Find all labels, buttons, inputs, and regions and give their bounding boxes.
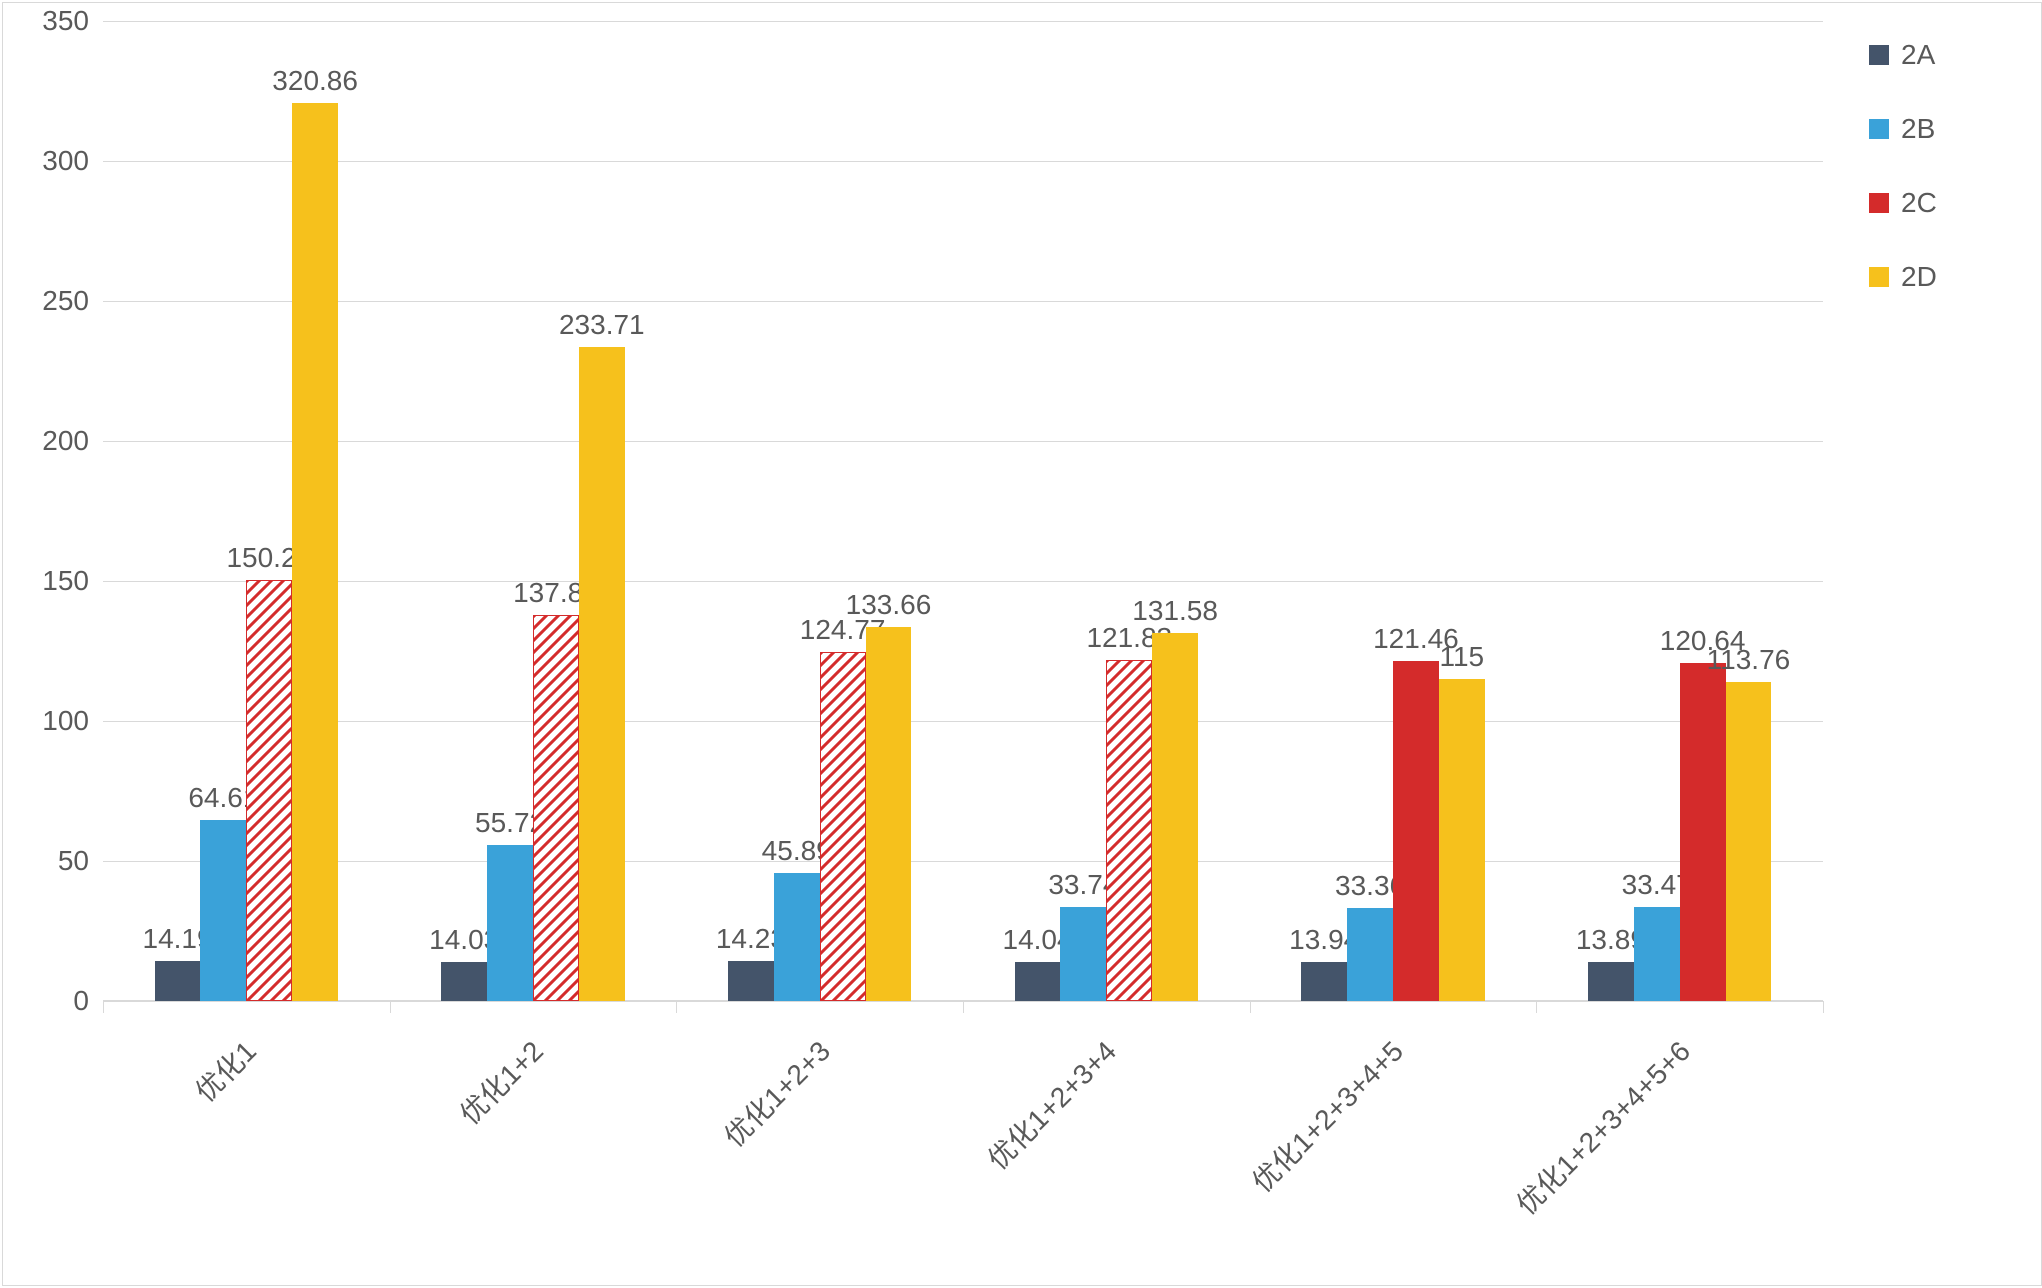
bar-2D <box>292 103 338 1001</box>
legend: 2A 2B 2C 2D <box>1869 39 1937 335</box>
x-tick-mark <box>963 1001 964 1013</box>
bar-2A <box>1588 962 1634 1001</box>
bar-2D <box>1152 633 1198 1001</box>
value-label: 233.71 <box>559 309 645 341</box>
legend-swatch <box>1869 193 1889 213</box>
x-tick-label: 优化1+2+3+4+5 <box>1242 1031 1411 1200</box>
bar-2B <box>1634 907 1680 1001</box>
bar-2B <box>200 820 246 1001</box>
x-tick-label: 优化1+2+3+4+5+6 <box>1506 1031 1698 1223</box>
y-tick-label: 200 <box>42 425 103 457</box>
gridline <box>103 161 1823 162</box>
x-tick-mark <box>1250 1001 1251 1013</box>
bar-2C <box>820 652 866 1001</box>
value-label: 113.76 <box>1707 644 1791 676</box>
gridline <box>103 21 1823 22</box>
bar-2D <box>1439 679 1485 1001</box>
chart-container: 050100150200250300350优化114.1964.61150.25… <box>2 2 2042 1286</box>
legend-label: 2A <box>1901 39 1935 71</box>
bar-2B <box>774 873 820 1001</box>
legend-swatch <box>1869 119 1889 139</box>
x-tick-mark <box>1823 1001 1824 1013</box>
bar-2C <box>1680 663 1726 1001</box>
bar-2A <box>1301 962 1347 1001</box>
legend-label: 2B <box>1901 113 1935 145</box>
legend-item-2D: 2D <box>1869 261 1937 293</box>
gridline <box>103 861 1823 862</box>
bar-2A <box>1015 962 1061 1001</box>
legend-item-2C: 2C <box>1869 187 1937 219</box>
x-tick-mark <box>390 1001 391 1013</box>
y-tick-label: 300 <box>42 145 103 177</box>
gridline <box>103 721 1823 722</box>
y-tick-label: 150 <box>42 565 103 597</box>
x-tick-label: 优化1+2+3+4 <box>978 1031 1125 1178</box>
bar-2D <box>1726 682 1772 1001</box>
legend-label: 2D <box>1901 261 1937 293</box>
gridline <box>103 441 1823 442</box>
x-tick-label: 优化1+2+3 <box>714 1031 838 1155</box>
gridline <box>103 301 1823 302</box>
x-tick-label: 优化1 <box>186 1031 265 1110</box>
legend-item-2A: 2A <box>1869 39 1937 71</box>
bar-2A <box>155 961 201 1001</box>
bar-2D <box>866 627 912 1001</box>
bar-2C <box>246 580 292 1001</box>
y-tick-label: 50 <box>58 845 103 877</box>
value-label: 320.86 <box>272 65 358 97</box>
legend-label: 2C <box>1901 187 1937 219</box>
value-label: 131.58 <box>1132 595 1218 627</box>
bar-2A <box>728 961 774 1001</box>
bar-2A <box>441 962 487 1001</box>
legend-item-2B: 2B <box>1869 113 1937 145</box>
y-tick-label: 100 <box>42 705 103 737</box>
y-tick-label: 250 <box>42 285 103 317</box>
y-tick-label: 0 <box>73 985 103 1017</box>
bar-2C <box>1393 661 1439 1001</box>
value-label: 133.66 <box>846 589 932 621</box>
gridline <box>103 581 1823 582</box>
bar-2D <box>579 347 625 1001</box>
bar-2B <box>1347 908 1393 1001</box>
x-tick-mark <box>676 1001 677 1013</box>
plot-area: 050100150200250300350优化114.1964.61150.25… <box>103 21 1823 1001</box>
y-tick-label: 350 <box>42 5 103 37</box>
bar-2C <box>1106 660 1152 1001</box>
legend-swatch <box>1869 45 1889 65</box>
x-tick-label: 优化1+2 <box>450 1031 551 1132</box>
legend-swatch <box>1869 267 1889 287</box>
x-tick-mark <box>1536 1001 1537 1013</box>
bar-2C <box>533 615 579 1001</box>
bar-2B <box>487 845 533 1001</box>
x-tick-mark <box>103 1001 104 1013</box>
bar-2B <box>1060 907 1106 1001</box>
value-label: 115 <box>1439 641 1484 673</box>
